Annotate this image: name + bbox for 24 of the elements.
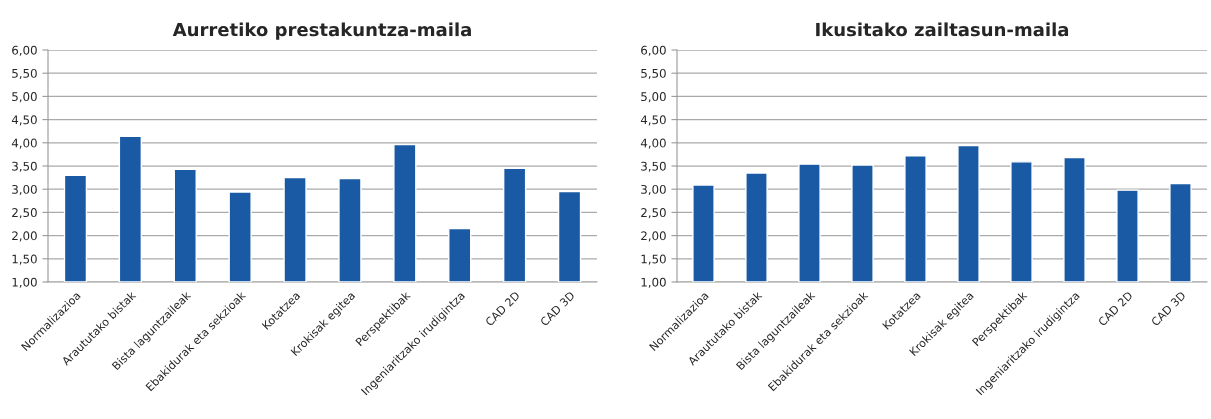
chart-title: Ikusitako zailtasun-maila <box>816 22 1069 37</box>
y-tick-label: 1,50 <box>641 254 666 265</box>
y-tick-label: 4,50 <box>11 115 37 126</box>
y-tick-label: 1,00 <box>12 277 37 288</box>
y-tick-label: 3,50 <box>641 161 666 172</box>
y-tick-label: 4,00 <box>11 138 37 149</box>
y-tick-label: 2,00 <box>12 231 37 242</box>
y-tick-label: 5,00 <box>12 92 37 103</box>
y-tick-label: 6,00 <box>12 45 37 56</box>
y-tick-label: 5,50 <box>641 68 666 80</box>
chart-title: Aurretiko prestakuntza-maila <box>172 22 471 40</box>
y-tick-label: 2,00 <box>641 231 666 242</box>
y-tick-label: 4,50 <box>640 115 666 126</box>
y-tick-label: 5,50 <box>12 68 37 80</box>
y-tick-label: 2,50 <box>12 208 37 219</box>
y-tick-label: 4,00 <box>640 138 666 149</box>
y-tick-label: 3,50 <box>12 161 37 172</box>
y-tick-label: 1,50 <box>12 254 37 265</box>
y-tick-label: 5,00 <box>641 92 666 103</box>
y-tick-label: 3,00 <box>641 184 666 196</box>
y-tick-label: 2,50 <box>641 208 666 219</box>
y-tick-label: 6,00 <box>641 45 666 56</box>
y-tick-label: 1,00 <box>641 277 666 288</box>
y-tick-label: 3,00 <box>12 184 37 196</box>
